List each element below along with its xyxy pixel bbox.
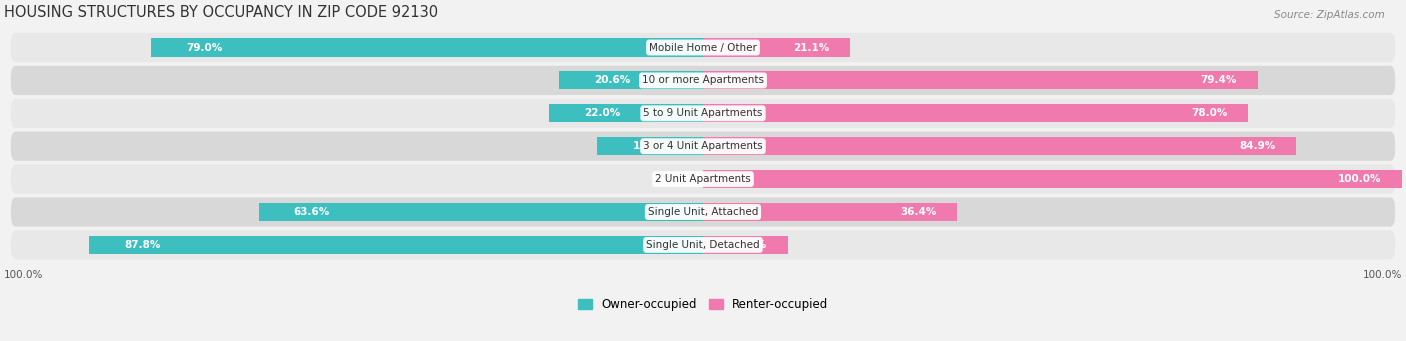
Text: 5 to 9 Unit Apartments: 5 to 9 Unit Apartments: [644, 108, 762, 118]
Bar: [703, 203, 957, 221]
Text: 2 Unit Apartments: 2 Unit Apartments: [655, 174, 751, 184]
Text: 100.0%: 100.0%: [1337, 174, 1381, 184]
FancyBboxPatch shape: [11, 197, 1395, 227]
Text: Source: ZipAtlas.com: Source: ZipAtlas.com: [1274, 10, 1385, 20]
FancyBboxPatch shape: [11, 99, 1395, 128]
Text: 100.0%: 100.0%: [4, 270, 44, 280]
Text: 15.1%: 15.1%: [633, 141, 669, 151]
Bar: [598, 137, 703, 155]
Text: Mobile Home / Other: Mobile Home / Other: [650, 43, 756, 53]
Bar: [703, 236, 789, 254]
Bar: [90, 236, 703, 254]
Text: 3 or 4 Unit Apartments: 3 or 4 Unit Apartments: [643, 141, 763, 151]
Text: 84.9%: 84.9%: [1239, 141, 1275, 151]
Bar: [703, 137, 1296, 155]
Text: 78.0%: 78.0%: [1191, 108, 1227, 118]
Legend: Owner-occupied, Renter-occupied: Owner-occupied, Renter-occupied: [572, 293, 834, 315]
Text: Single Unit, Detached: Single Unit, Detached: [647, 240, 759, 250]
Bar: [703, 170, 1402, 188]
Text: 87.8%: 87.8%: [124, 240, 160, 250]
FancyBboxPatch shape: [11, 164, 1395, 194]
Text: 10 or more Apartments: 10 or more Apartments: [643, 75, 763, 85]
Bar: [703, 39, 851, 57]
Text: 0.0%: 0.0%: [662, 174, 689, 184]
Bar: [703, 71, 1258, 89]
Text: Single Unit, Attached: Single Unit, Attached: [648, 207, 758, 217]
Bar: [150, 39, 703, 57]
Bar: [703, 104, 1249, 122]
FancyBboxPatch shape: [11, 66, 1395, 95]
FancyBboxPatch shape: [11, 230, 1395, 260]
Bar: [550, 104, 703, 122]
Text: 79.4%: 79.4%: [1201, 75, 1237, 85]
Bar: [560, 71, 703, 89]
Text: 12.2%: 12.2%: [731, 240, 768, 250]
Text: 21.1%: 21.1%: [793, 43, 830, 53]
Text: 36.4%: 36.4%: [900, 207, 936, 217]
Text: 20.6%: 20.6%: [593, 75, 630, 85]
Bar: [259, 203, 703, 221]
Text: 22.0%: 22.0%: [585, 108, 620, 118]
Text: 63.6%: 63.6%: [294, 207, 330, 217]
Text: 79.0%: 79.0%: [186, 43, 222, 53]
FancyBboxPatch shape: [11, 132, 1395, 161]
FancyBboxPatch shape: [11, 33, 1395, 62]
Text: 100.0%: 100.0%: [1362, 270, 1402, 280]
Text: HOUSING STRUCTURES BY OCCUPANCY IN ZIP CODE 92130: HOUSING STRUCTURES BY OCCUPANCY IN ZIP C…: [4, 4, 439, 19]
